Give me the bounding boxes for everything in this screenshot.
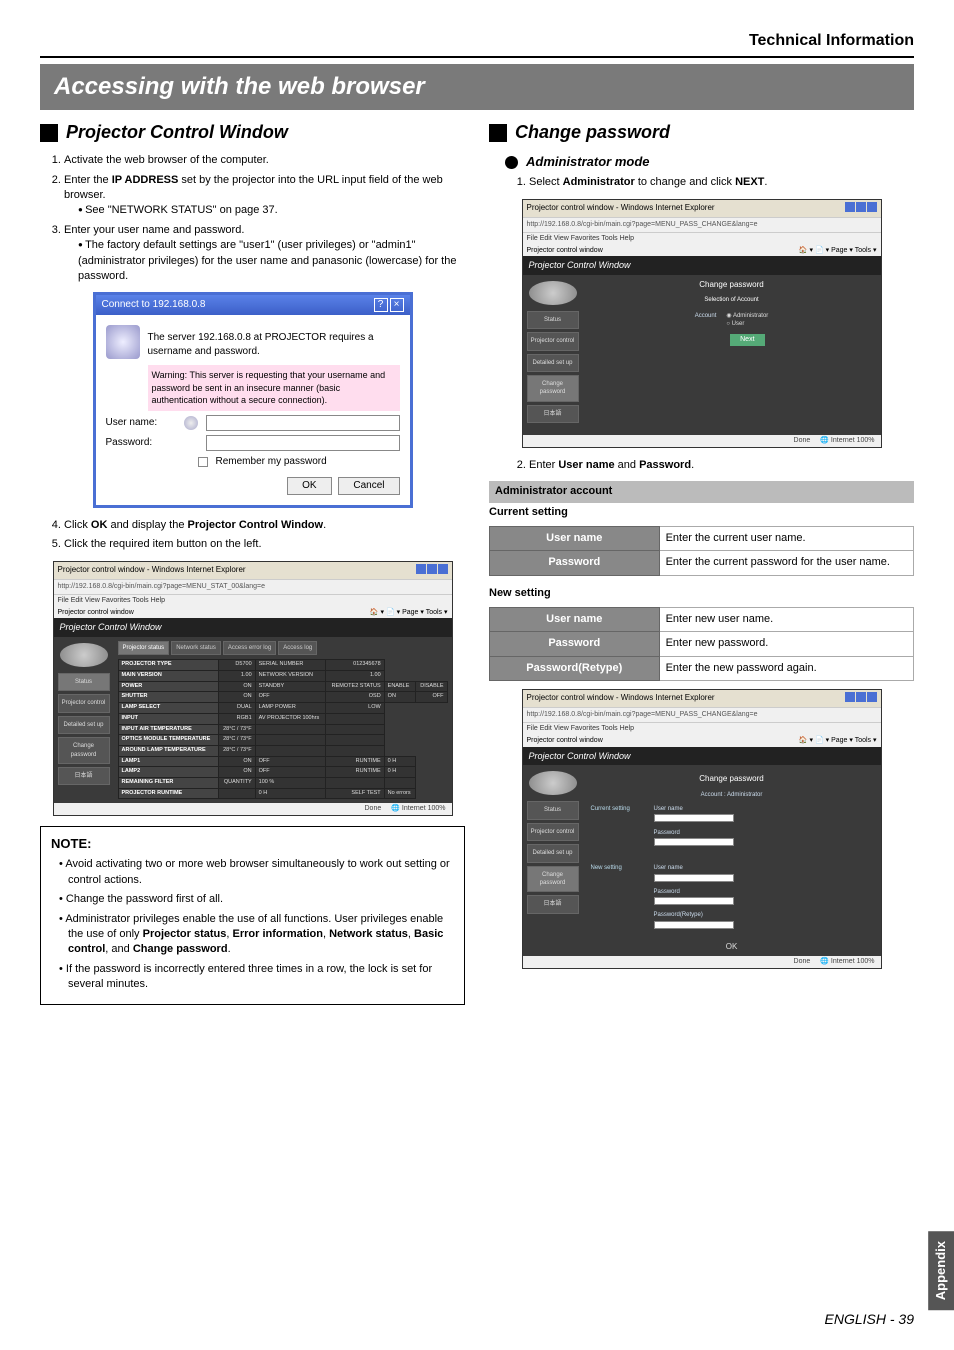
nav-detailed-set-up[interactable]: Detailed set up	[527, 844, 579, 862]
nav-projector-control[interactable]: Projector control	[527, 332, 579, 350]
subsection-heading: Administrator mode	[526, 153, 650, 171]
input-field[interactable]	[654, 921, 734, 929]
lock-icon	[106, 325, 140, 359]
nav-status[interactable]: Status	[527, 311, 579, 329]
new-setting-table: User nameEnter new user name.PasswordEnt…	[489, 607, 914, 681]
step-2-sub: See "NETWORK STATUS" on page 37.	[78, 203, 465, 218]
tab[interactable]: Access log	[278, 641, 317, 655]
nav-日本語[interactable]: 日本語	[58, 767, 110, 785]
menu-bar: File Edit View Favorites Tools Help	[54, 595, 452, 607]
username-label: User name:	[106, 416, 176, 430]
nav-detailed-set-up[interactable]: Detailed set up	[58, 716, 110, 734]
dialog-message: The server 192.168.0.8 at PROJECTOR requ…	[148, 331, 400, 359]
nav-change-password[interactable]: Change password	[58, 737, 110, 764]
steps-list-a: Activate the web browser of the computer…	[40, 153, 465, 284]
page-footer: ENGLISH - 39	[825, 1310, 914, 1330]
browser-screenshot-select-account: Projector control window - Windows Inter…	[522, 199, 882, 448]
ok-button[interactable]: OK	[287, 477, 331, 495]
admin-account-group: Administrator account	[489, 481, 914, 502]
nav-日本語[interactable]: 日本語	[527, 405, 579, 423]
window-title: Projector control window - Windows Inter…	[58, 564, 246, 577]
current-setting-label: Current setting	[489, 503, 914, 522]
password-field[interactable]	[206, 435, 400, 451]
username-field[interactable]	[206, 415, 400, 431]
section-heading: Change password	[515, 120, 670, 145]
current-setting-col: Current setting	[591, 805, 646, 852]
steps-list-b: Click OK and display the Projector Contr…	[40, 518, 465, 553]
step-1: Activate the web browser of the computer…	[64, 153, 465, 168]
input-field[interactable]	[654, 874, 734, 882]
section-heading: Projector Control Window	[66, 120, 288, 145]
cancel-button[interactable]: Cancel	[338, 477, 399, 495]
tab[interactable]: Network status	[171, 641, 221, 655]
step-5: Click the required item button on the le…	[64, 537, 465, 552]
selection-label: Selection of Account	[587, 296, 877, 304]
nav-status[interactable]: Status	[527, 801, 579, 819]
circle-bullet-icon	[505, 156, 518, 169]
dialog-window-icons: ?×	[372, 298, 404, 312]
dialog-warning: Warning: This server is requesting that …	[148, 365, 400, 411]
password-label: Password:	[106, 436, 176, 450]
note-item: If the password is incorrectly entered t…	[59, 962, 454, 993]
user-icon	[184, 416, 198, 430]
section-header: Technical Information	[40, 30, 914, 58]
step-3-sub: The factory default settings are "user1"…	[78, 238, 465, 284]
input-field[interactable]	[654, 814, 734, 822]
appendix-tab: Appendix	[928, 1231, 954, 1310]
ok-button[interactable]: OK	[726, 942, 738, 951]
square-bullet-icon	[40, 124, 58, 142]
browser-screenshot-password-form: Projector control window - Windows Inter…	[522, 689, 882, 969]
logo-icon	[60, 643, 108, 667]
address-bar: http://192.168.0.8/cgi-bin/main.cgi?page…	[54, 579, 452, 595]
square-bullet-icon	[489, 124, 507, 142]
step-3: Enter your user name and password. The f…	[64, 223, 465, 285]
current-setting-table: User nameEnter the current user name.Pas…	[489, 526, 914, 576]
left-column: Projector Control Window Activate the we…	[40, 120, 465, 1005]
pcw-header: Projector Control Window	[54, 618, 452, 637]
page-title-banner: Accessing with the web browser	[40, 64, 914, 110]
new-setting-col: New setting	[591, 864, 646, 935]
login-dialog: Connect to 192.168.0.8 ?× The server 192…	[93, 292, 413, 508]
dialog-title: Connect to 192.168.0.8	[102, 298, 206, 312]
nav-projector-control[interactable]: Projector control	[527, 823, 579, 841]
nav-日本語[interactable]: 日本語	[527, 895, 579, 913]
sidebar: Status Projector control Detailed set up Ch…	[54, 637, 114, 803]
nav-status[interactable]: Status	[58, 673, 110, 691]
note-box: NOTE: Avoid activating two or more web b…	[40, 826, 465, 1005]
input-field[interactable]	[654, 838, 734, 846]
next-button[interactable]: Next	[730, 334, 764, 346]
step-4: Click OK and display the Projector Contr…	[64, 518, 465, 533]
input-field[interactable]	[654, 897, 734, 905]
note-item: Administrator privileges enable the use …	[59, 912, 454, 958]
browser-screenshot-status: Projector control window - Windows Inter…	[53, 561, 453, 816]
nav-detailed-set-up[interactable]: Detailed set up	[527, 354, 579, 372]
admin-step-1: Select Administrator to change and click…	[529, 175, 914, 190]
new-setting-label: New setting	[489, 584, 914, 603]
remember-checkbox[interactable]	[198, 457, 208, 467]
account-label: Account	[695, 312, 717, 320]
tab[interactable]: Access error log	[223, 641, 276, 655]
nav-change-password[interactable]: Change password	[527, 375, 579, 402]
right-column: Change password Administrator mode Selec…	[489, 120, 914, 1005]
step-2: Enter the IP ADDRESS set by the projecto…	[64, 173, 465, 219]
radio-administrator[interactable]: ◉ Administrator	[726, 312, 768, 320]
tab[interactable]: Projector status	[118, 641, 170, 655]
nav-change-password[interactable]: Change password	[527, 866, 579, 893]
radio-user[interactable]: ○ User	[726, 320, 768, 328]
change-password-heading: Change password	[587, 279, 877, 290]
note-item: Change the password first of all.	[59, 892, 454, 907]
remember-label: Remember my password	[216, 455, 327, 469]
note-heading: NOTE:	[51, 835, 454, 853]
tab-label: Projector control window	[58, 608, 134, 618]
admin-step-2: Enter User name and Password.	[529, 458, 914, 473]
nav-projector-control[interactable]: Projector control	[58, 694, 110, 712]
note-item: Avoid activating two or more web browser…	[59, 857, 454, 888]
